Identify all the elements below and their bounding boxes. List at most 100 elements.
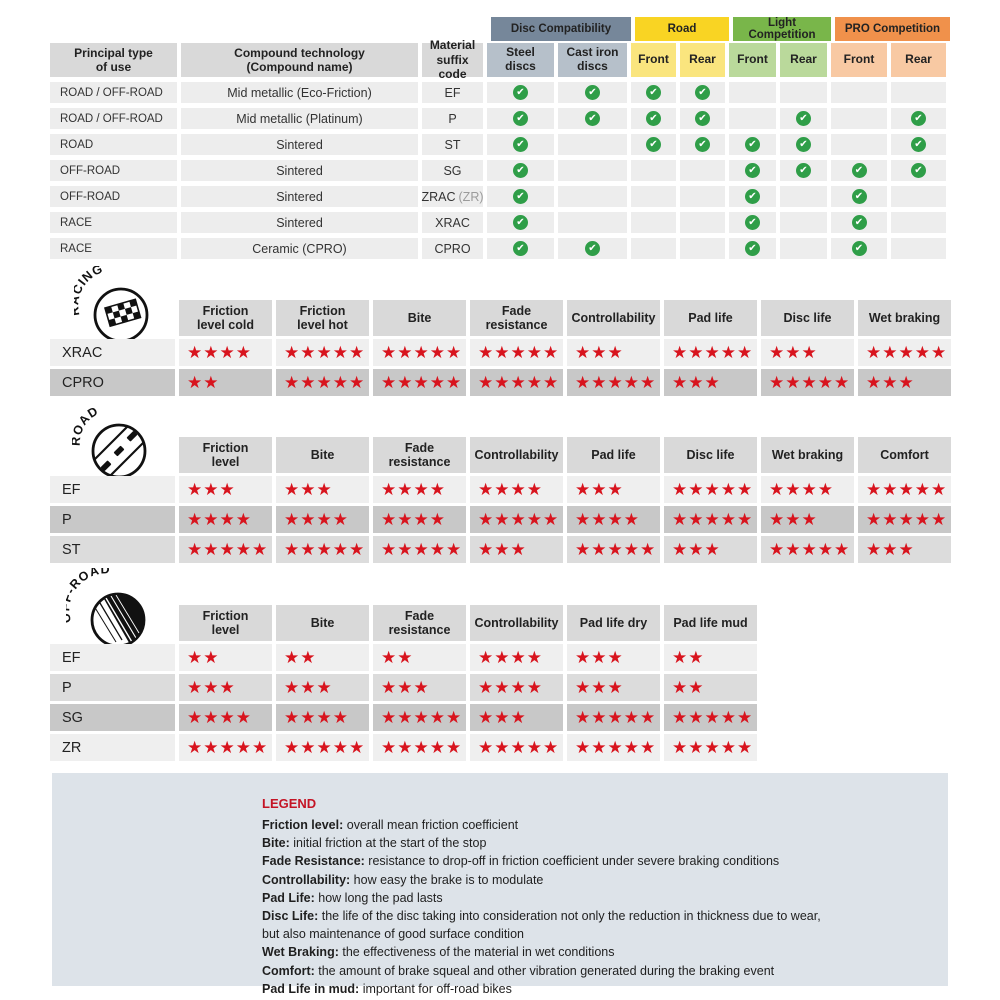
rating-column-header-wet-braking: Wet braking [761, 437, 854, 473]
star-icon: ★ [510, 373, 526, 392]
star-icon: ★ [397, 738, 413, 757]
star-icon: ★ [914, 343, 930, 362]
star-rating: ★ ★ ★ [567, 339, 660, 366]
star-icon: ★ [591, 373, 607, 392]
check-cell [780, 186, 827, 207]
check-cell [891, 82, 946, 103]
star-icon: ★ [219, 540, 235, 559]
star-icon: ★ [737, 708, 753, 727]
star-icon: ★ [607, 708, 623, 727]
star-rating: ★ ★ ★ ★ [179, 704, 272, 731]
star-icon: ★ [332, 510, 348, 529]
check-cell: ✔ [487, 160, 554, 181]
rating-row-ef: EF ★ ★ ★ ★ ★ ★ ★ ★ ★ ★ ★ ★ ★ ★ ★ [50, 644, 761, 671]
star-icon: ★ [446, 540, 462, 559]
rating-column-header-friction-level: Friction level [179, 605, 272, 641]
rating-column-header-bite: Bite [373, 300, 466, 336]
star-rating: ★ ★ ★ ★ ★ [179, 536, 272, 563]
legend-term: Disc Life: [262, 909, 322, 924]
check-icon: ✔ [796, 111, 811, 126]
star-icon: ★ [332, 708, 348, 727]
star-icon: ★ [834, 540, 850, 559]
star-icon: ★ [413, 540, 429, 559]
star-rating: ★ ★ ★ ★ ★ [470, 734, 563, 761]
rating-header-spacer [50, 605, 175, 641]
star-icon: ★ [575, 540, 591, 559]
legend-item: Pad Life in mud: important for off-road … [262, 980, 932, 998]
star-icon: ★ [397, 373, 413, 392]
offroad-mud-icon: OFF-ROAD [66, 568, 146, 648]
legend-term: Pad Life in mud: [262, 981, 363, 996]
check-icon: ✔ [911, 163, 926, 178]
star-rating: ★ ★ ★ [276, 476, 369, 503]
star-rating: ★ ★ [664, 644, 757, 671]
star-icon: ★ [526, 738, 542, 757]
star-rating: ★ ★ ★ ★ ★ [761, 369, 854, 396]
star-icon: ★ [769, 343, 785, 362]
star-icon: ★ [575, 648, 591, 667]
check-icon: ✔ [646, 85, 661, 100]
star-icon: ★ [591, 678, 607, 697]
compat-row-st: ROAD Sintered ST ✔ ✔ ✔ ✔ ✔ ✔ [50, 134, 954, 155]
legend-desc: the life of the disc taking into conside… [321, 909, 821, 924]
star-icon: ★ [591, 343, 607, 362]
rating-column-header-wet-braking: Wet braking [858, 300, 951, 336]
check-icon: ✔ [745, 215, 760, 230]
star-icon: ★ [284, 678, 300, 697]
star-icon: ★ [623, 510, 639, 529]
star-icon: ★ [526, 510, 542, 529]
star-icon: ★ [332, 373, 348, 392]
compat-subheader-row: Principal type of use Compound technology… [50, 38, 954, 81]
check-icon: ✔ [695, 85, 710, 100]
star-icon: ★ [284, 343, 300, 362]
star-icon: ★ [817, 540, 833, 559]
check-cell [558, 134, 627, 155]
star-icon: ★ [494, 373, 510, 392]
check-cell: ✔ [780, 134, 827, 155]
star-icon: ★ [316, 708, 332, 727]
check-cell: ✔ [729, 238, 776, 259]
star-icon: ★ [349, 343, 365, 362]
star-icon: ★ [349, 540, 365, 559]
star-rating: ★ ★ [373, 644, 466, 671]
star-rating: ★ ★ ★ ★ ★ [276, 369, 369, 396]
star-rating: ★ ★ ★ [858, 536, 951, 563]
star-icon: ★ [785, 480, 801, 499]
star-icon: ★ [640, 540, 656, 559]
star-rating: ★ ★ ★ [179, 674, 272, 701]
legend-item: Comfort: the amount of brake squeal and … [262, 962, 932, 980]
star-icon: ★ [623, 540, 639, 559]
star-icon: ★ [898, 480, 914, 499]
star-icon: ★ [316, 373, 332, 392]
check-cell [831, 134, 887, 155]
rating-column-header-pad-life: Pad life [567, 437, 660, 473]
star-icon: ★ [397, 343, 413, 362]
star-icon: ★ [300, 678, 316, 697]
use-cell: ROAD [50, 134, 177, 155]
star-icon: ★ [187, 373, 203, 392]
star-icon: ★ [769, 373, 785, 392]
rating-column-header-disc-life: Disc life [761, 300, 854, 336]
star-icon: ★ [397, 510, 413, 529]
star-icon: ★ [607, 480, 623, 499]
rating-row-zr: ZR ★ ★ ★ ★ ★ ★ ★ ★ ★ ★ ★ ★ ★ ★ ★ ★ ★ ★ ★ ★ ★ ★ ★ ★ ★ ★ ★ ★ ★ ★ [50, 734, 761, 761]
rating-column-header-friction-level-cold: Friction level cold [179, 300, 272, 336]
star-icon: ★ [591, 480, 607, 499]
star-icon: ★ [688, 343, 704, 362]
code-cell: ZRAC (ZR) [421, 186, 484, 207]
star-icon: ★ [381, 343, 397, 362]
rating-column-header-bite: Bite [276, 605, 369, 641]
legend-term: Wet Braking: [262, 945, 343, 960]
star-icon: ★ [834, 373, 850, 392]
rating-column-header-fade-resistance: Fade resistance [470, 300, 563, 336]
star-rating: ★ ★ ★ ★ ★ [470, 339, 563, 366]
check-cell: ✔ [487, 186, 554, 207]
star-icon: ★ [187, 480, 203, 499]
subcolumn-header-disc-compatibility-cast-iron-discs: Cast iron discs [558, 43, 627, 77]
legend-item: but also maintenance of good surface con… [262, 925, 932, 943]
star-rating: ★ ★ ★ ★ ★ [470, 506, 563, 533]
star-rating: ★ ★ ★ ★ [470, 644, 563, 671]
star-rating: ★ ★ ★ ★ ★ [373, 704, 466, 731]
rating-row-p: P ★ ★ ★ ★ ★ ★ ★ ★ ★ ★ ★ ★ ★ ★ ★ ★ ★ ★ ★ ★ ★ ★ ★ ★ ★ ★ ★ ★ ★ ★ ★ ★ ★ ★ [50, 506, 955, 533]
legend-desc: the amount of brake squeal and other vib… [318, 963, 775, 978]
